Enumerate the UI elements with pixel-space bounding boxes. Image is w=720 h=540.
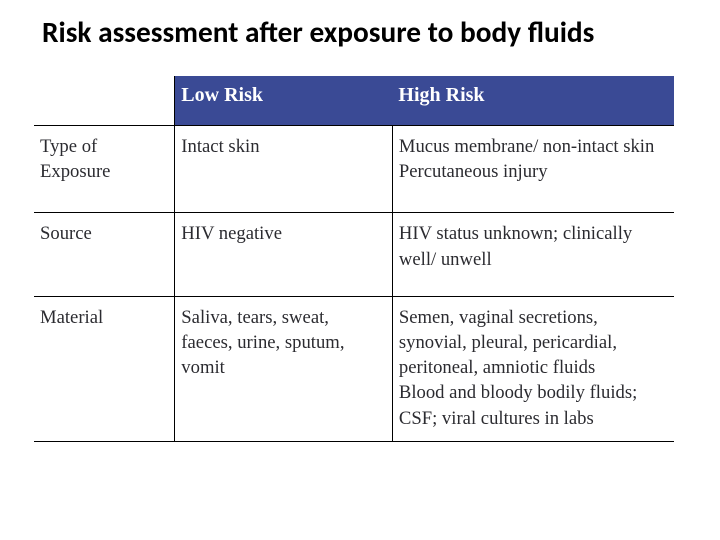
row-label: Source bbox=[34, 213, 175, 296]
cell-low: Intact skin bbox=[175, 126, 393, 213]
header-row: Low Risk High Risk bbox=[34, 76, 674, 126]
table-row: Type of Exposure Intact skin Mucus membr… bbox=[34, 126, 674, 213]
cell-low: HIV negative bbox=[175, 213, 393, 296]
risk-table: Low Risk High Risk Type of Exposure Inta… bbox=[34, 76, 674, 442]
table-row: Source HIV negative HIV status unknown; … bbox=[34, 213, 674, 296]
table-row: Material Saliva, tears, sweat, faeces, u… bbox=[34, 296, 674, 441]
header-empty bbox=[34, 76, 175, 126]
cell-high: Semen, vaginal secretions, synovial, ple… bbox=[392, 296, 674, 441]
cell-high: HIV status unknown; clinically well/ unw… bbox=[392, 213, 674, 296]
header-high-risk: High Risk bbox=[392, 76, 674, 126]
row-label: Type of Exposure bbox=[34, 126, 175, 213]
cell-high: Mucus membrane/ non-intact skinPercutane… bbox=[392, 126, 674, 213]
risk-table-container: Low Risk High Risk Type of Exposure Inta… bbox=[0, 76, 720, 442]
header-low-risk: Low Risk bbox=[175, 76, 393, 126]
row-label: Material bbox=[34, 296, 175, 441]
cell-low: Saliva, tears, sweat, faeces, urine, spu… bbox=[175, 296, 393, 441]
page-title: Risk assessment after exposure to body f… bbox=[0, 0, 720, 76]
